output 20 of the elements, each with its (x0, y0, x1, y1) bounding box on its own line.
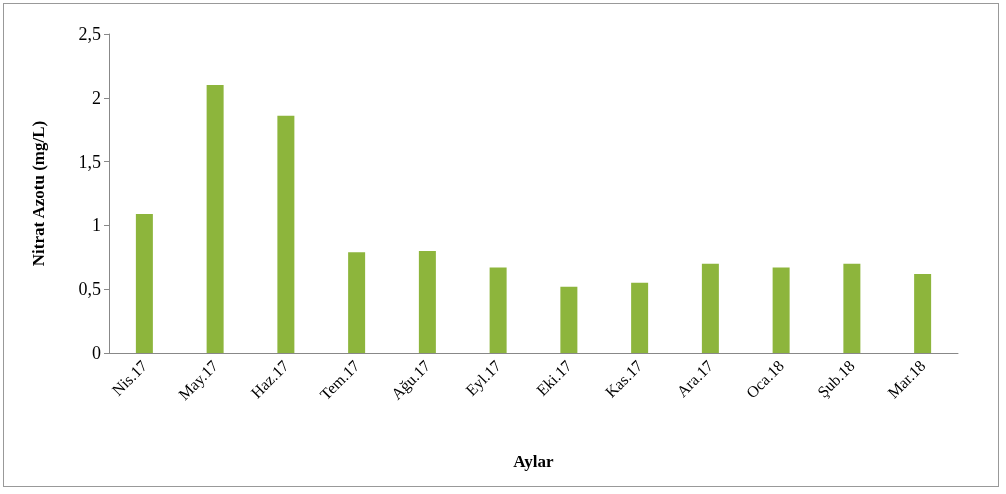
y-tick-label: 2 (92, 87, 101, 108)
bar (489, 267, 507, 353)
x-axis-title: Aylar (513, 452, 555, 471)
y-tick-label: 1,5 (78, 151, 101, 172)
bar (560, 286, 578, 353)
bar (348, 252, 366, 353)
bar (206, 85, 224, 353)
y-tick-label: 1 (92, 215, 101, 236)
y-tick-label: 2,5 (78, 24, 101, 44)
bar (843, 263, 861, 353)
bar (631, 282, 649, 353)
bar (914, 273, 932, 353)
bar (772, 267, 790, 353)
bar (277, 115, 295, 353)
bar (418, 250, 436, 353)
y-tick-label: 0,5 (78, 279, 101, 300)
bar (701, 263, 719, 353)
y-axis-title: Nitrat Azotu (mg/L) (29, 120, 48, 267)
y-tick-label: 0 (92, 343, 101, 363)
bar (135, 213, 153, 353)
